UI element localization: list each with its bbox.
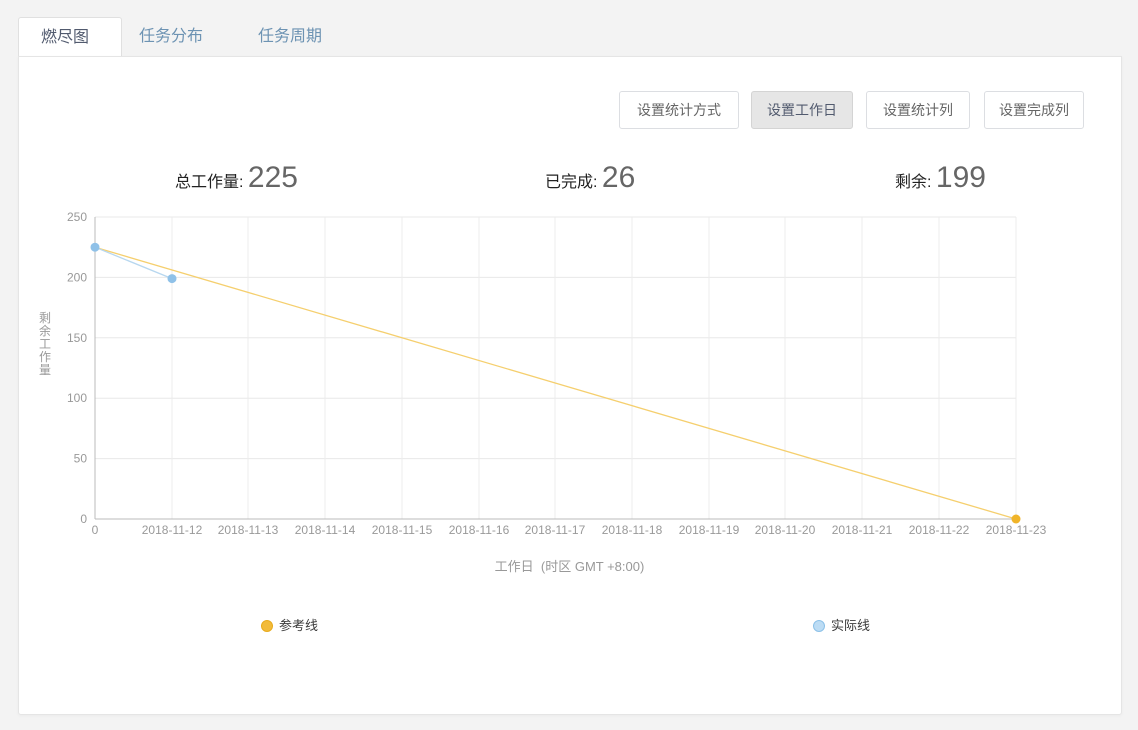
svg-text:2018-11-18: 2018-11-18 — [602, 523, 663, 537]
svg-text:2018-11-15: 2018-11-15 — [372, 523, 433, 537]
svg-text:200: 200 — [67, 270, 87, 284]
svg-text:250: 250 — [67, 210, 87, 224]
svg-text:50: 50 — [74, 452, 88, 466]
svg-text:2018-11-20: 2018-11-20 — [755, 523, 816, 537]
svg-text:2018-11-23: 2018-11-23 — [986, 523, 1047, 537]
svg-text:2018-11-14: 2018-11-14 — [295, 523, 356, 537]
svg-text:2018-11-12: 2018-11-12 — [142, 523, 203, 537]
svg-text:150: 150 — [67, 331, 87, 345]
svg-text:2018-11-21: 2018-11-21 — [832, 523, 893, 537]
svg-text:2018-11-17: 2018-11-17 — [525, 523, 586, 537]
svg-text:2018-11-22: 2018-11-22 — [909, 523, 970, 537]
svg-text:100: 100 — [67, 391, 87, 405]
svg-text:2018-11-16: 2018-11-16 — [449, 523, 510, 537]
svg-text:2018-11-19: 2018-11-19 — [679, 523, 740, 537]
svg-text:0: 0 — [92, 523, 99, 537]
svg-text:0: 0 — [80, 512, 87, 526]
svg-text:2018-11-13: 2018-11-13 — [218, 523, 279, 537]
